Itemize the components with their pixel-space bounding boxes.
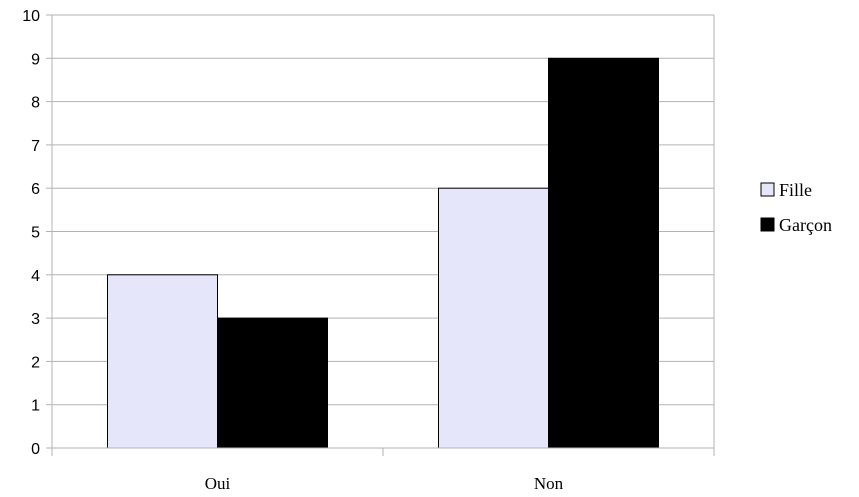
- axes: [46, 14, 715, 456]
- y-tick-label: 3: [31, 311, 40, 328]
- legend-label: Garçon: [779, 215, 832, 235]
- bar-garçon-oui: [217, 317, 328, 449]
- y-tick-label: 5: [31, 225, 40, 242]
- x-tick-label: Non: [534, 474, 564, 493]
- y-tick-label: 8: [31, 95, 40, 112]
- legend-swatch-fille: [760, 182, 775, 197]
- bars: [107, 57, 659, 449]
- y-tick-label: 6: [31, 181, 40, 198]
- y-tick-label: 10: [22, 8, 40, 25]
- legend: Fille Garçon: [760, 180, 832, 235]
- x-tick-labels: Oui Non: [205, 474, 564, 493]
- bar-garçon-non: [548, 57, 659, 449]
- bar-fille-non: [438, 187, 549, 449]
- y-tick-label: 1: [31, 398, 40, 415]
- y-tick-label: 0: [31, 441, 40, 458]
- y-tick-labels: 0 1 2 3 4 5 6 7 8 9 10: [22, 8, 40, 458]
- y-tick-label: 7: [31, 138, 40, 155]
- legend-label: Fille: [779, 180, 812, 200]
- x-tick-label: Oui: [205, 474, 231, 493]
- legend-swatch-garçon: [760, 217, 775, 232]
- bar-fille-oui: [107, 274, 218, 449]
- y-tick-label: 9: [31, 51, 40, 68]
- y-tick-label: 2: [31, 354, 40, 371]
- y-tick-label: 4: [31, 268, 40, 285]
